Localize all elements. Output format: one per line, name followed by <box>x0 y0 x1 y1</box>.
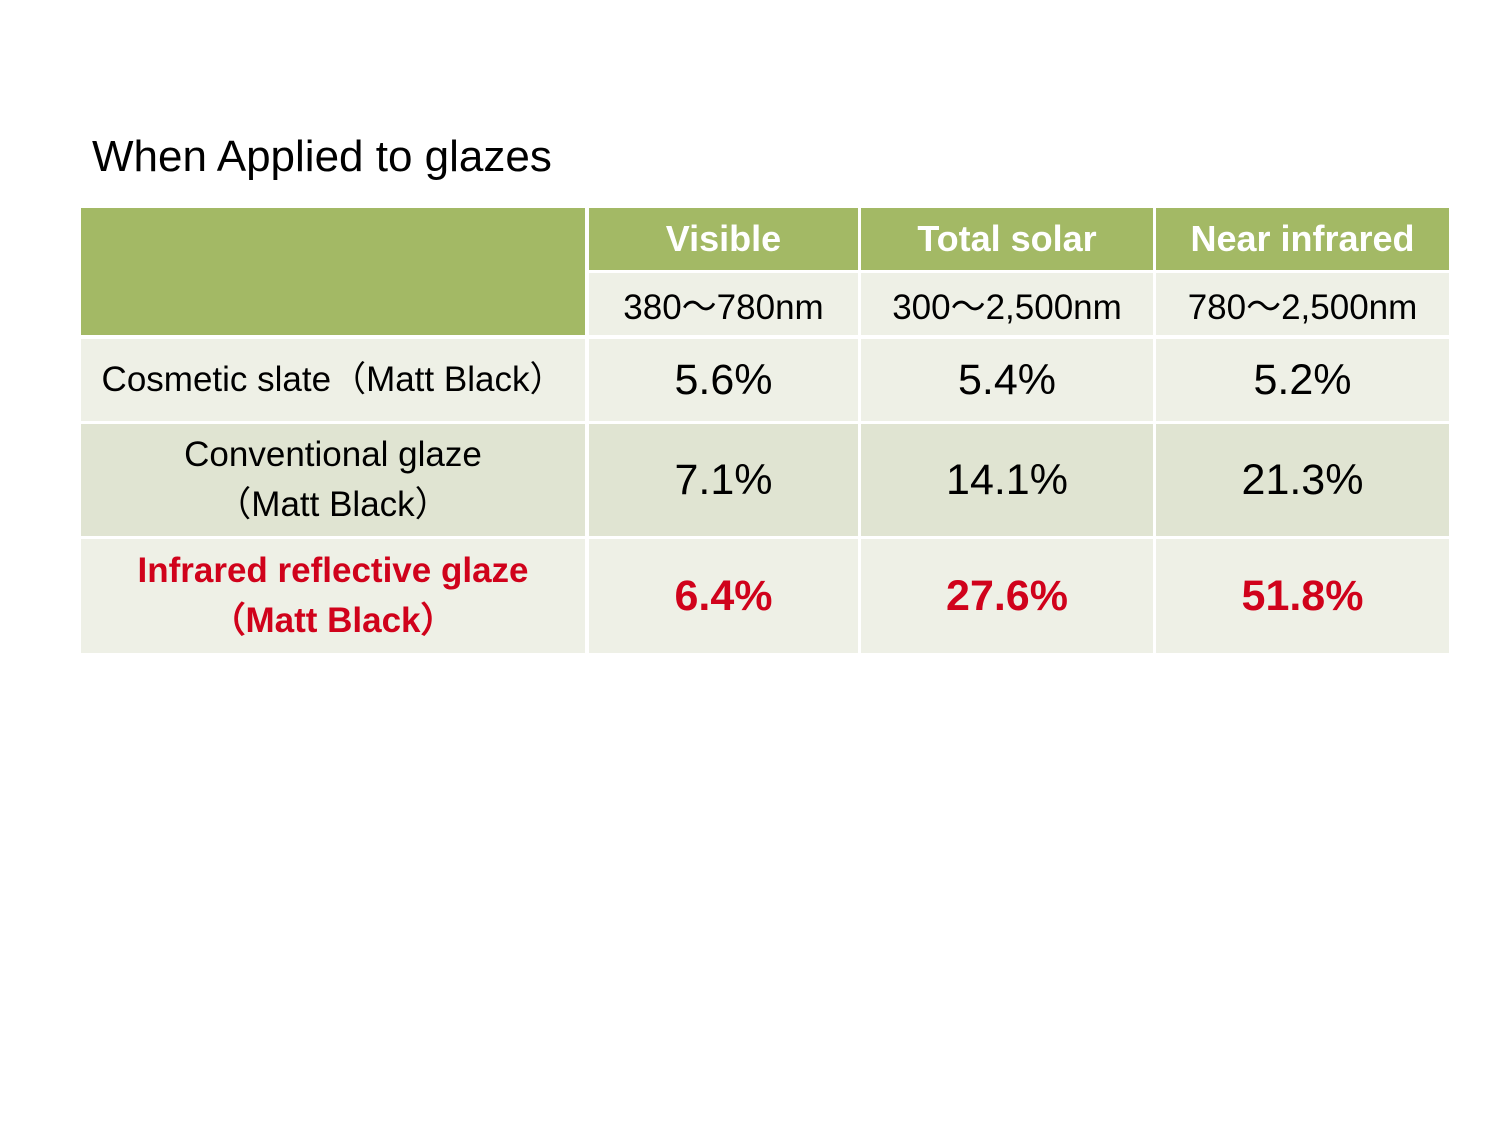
value-cell: 21.3% <box>1156 424 1449 536</box>
header-corner <box>81 208 585 335</box>
slide-title: When Applied to glazes <box>92 132 552 181</box>
value-cell: 5.4% <box>861 339 1153 421</box>
column-header-total-solar: Total solar <box>861 208 1153 270</box>
value-cell: 5.2% <box>1156 339 1449 421</box>
row-label-line: （Matt Black） <box>210 601 456 640</box>
row-label-line: Conventional glaze <box>184 435 482 474</box>
value-cell: 7.1% <box>589 424 858 536</box>
value-cell-highlight: 6.4% <box>589 539 858 653</box>
value-cell: 5.6% <box>589 339 858 421</box>
row-label-line: Cosmetic slate（Matt Black） <box>101 360 565 399</box>
column-header-visible: Visible <box>589 208 858 270</box>
value-cell: 14.1% <box>861 424 1153 536</box>
row-label-line: Infrared reflective glaze <box>137 551 529 590</box>
range-near-infrared: 780～2,500nm <box>1156 273 1449 335</box>
row-label-infrared-reflective-glaze: Infrared reflective glaze （Matt Black） <box>81 539 585 653</box>
reflectance-table: Visible Total solar Near infrared 380～78… <box>81 208 1449 653</box>
column-header-near-infrared: Near infrared <box>1156 208 1449 270</box>
value-cell-highlight: 27.6% <box>861 539 1153 653</box>
row-label-cosmetic-slate: Cosmetic slate（Matt Black） <box>81 339 585 421</box>
row-label-conventional-glaze: Conventional glaze （Matt Black） <box>81 424 585 536</box>
range-total-solar: 300～2,500nm <box>861 273 1153 335</box>
value-cell-highlight: 51.8% <box>1156 539 1449 653</box>
row-label-line: （Matt Black） <box>216 485 450 524</box>
range-visible: 380～780nm <box>589 273 858 335</box>
